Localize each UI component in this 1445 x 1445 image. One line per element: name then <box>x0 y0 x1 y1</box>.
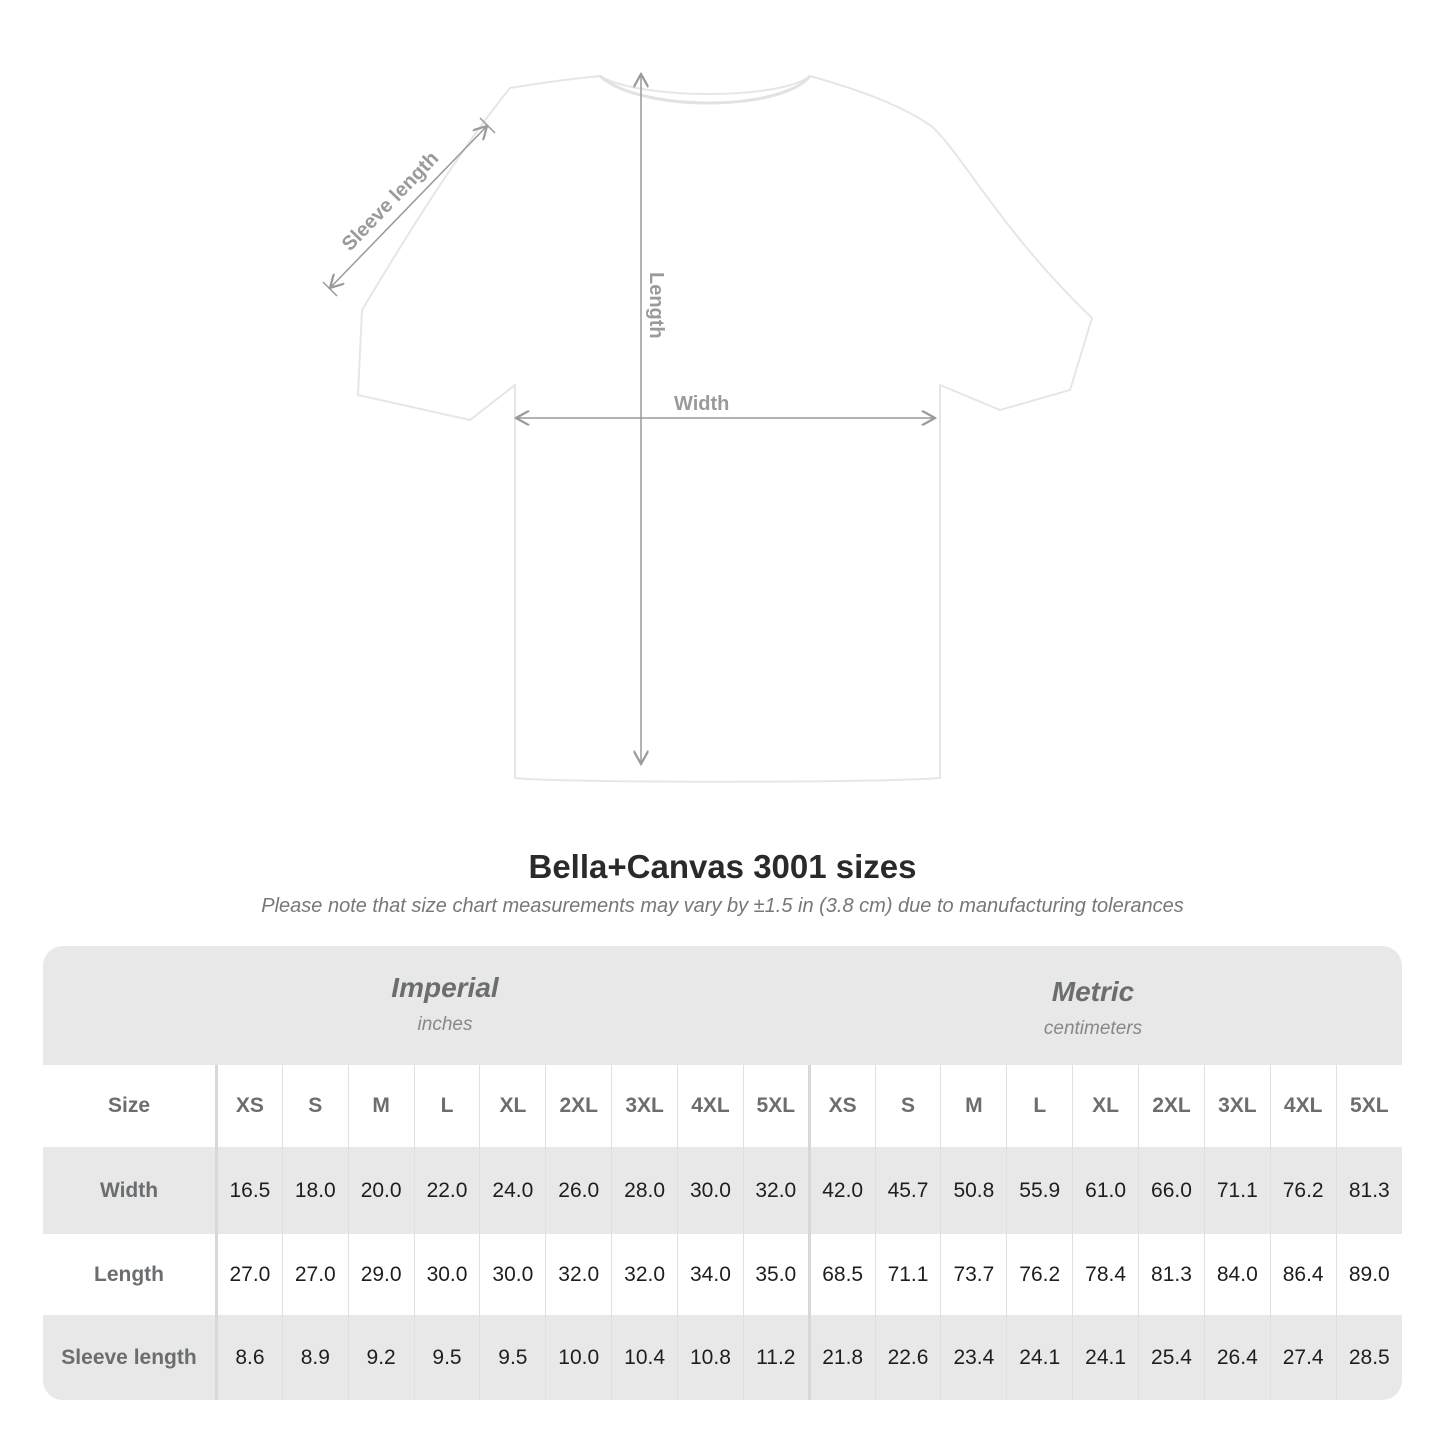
metric-value-cell: 23.4 <box>940 1315 1007 1400</box>
imperial-size-m: M <box>347 1065 415 1147</box>
metric-value-cell: 71.1 <box>874 1234 941 1315</box>
size-grid: Size XS S M L XL 2XL 3XL 4XL 5XL XS S M L XL 2XL 3XL 4XL 5… <box>43 1065 1402 1400</box>
row-label: Sleeve length <box>43 1315 218 1400</box>
table-row-width: Width 16.5 18.0 20.0 22.0 24.0 26.0 28.0 30.0 32.… <box>43 1147 1402 1234</box>
imperial-value-cell: 8.6 <box>216 1315 283 1400</box>
metric-value-cell: 86.4 <box>1269 1234 1337 1315</box>
tshirt-diagram: Sleeve length Length Width <box>322 0 1094 783</box>
imperial-size-2xl: 2XL <box>545 1065 612 1147</box>
imperial-value-cell: 8.9 <box>281 1315 349 1400</box>
metric-size-m: M <box>940 1065 1007 1147</box>
imperial-size-xl: XL <box>479 1065 546 1147</box>
imperial-value-cell: 11.2 <box>742 1315 810 1400</box>
metric-size-5xl: 5XL <box>1335 1065 1402 1147</box>
metric-value-cell: 76.2 <box>1269 1147 1337 1234</box>
imperial-value-cell: 30.0 <box>677 1147 744 1234</box>
metric-value-cell: 28.5 <box>1335 1315 1402 1400</box>
metric-value-cell: 22.6 <box>874 1315 941 1400</box>
metric-value-cell: 42.0 <box>807 1147 876 1234</box>
imperial-value-cell: 32.0 <box>545 1234 612 1315</box>
metric-value-cell: 27.4 <box>1269 1315 1337 1400</box>
imperial-value-cell: 27.0 <box>281 1234 349 1315</box>
metric-size-s: S <box>874 1065 941 1147</box>
imperial-value-cell: 35.0 <box>742 1234 810 1315</box>
metric-value-cell: 26.4 <box>1203 1315 1271 1400</box>
table-row-sleeve-length: Sleeve length 8.6 8.9 9.2 9.5 9.5 10.0 10.4 10.8… <box>43 1315 1402 1400</box>
imperial-unit: inches <box>417 1014 473 1035</box>
imperial-title: Imperial <box>391 972 499 1003</box>
imperial-value-cell: 27.0 <box>216 1234 283 1315</box>
metric-value-cell: 84.0 <box>1203 1234 1271 1315</box>
imperial-value-cell: 9.2 <box>347 1315 415 1400</box>
metric-size-l: L <box>1006 1065 1073 1147</box>
sleeve-length-line <box>330 126 487 288</box>
row-label: Length <box>43 1234 218 1315</box>
imperial-value-cell: 32.0 <box>611 1234 678 1315</box>
imperial-value-cell: 24.0 <box>479 1147 546 1234</box>
metric-title: Metric <box>1051 976 1135 1007</box>
imperial-value-cell: 18.0 <box>281 1147 349 1234</box>
metric-value-cell: 73.7 <box>940 1234 1007 1315</box>
imperial-value-cell: 30.0 <box>413 1234 480 1315</box>
imperial-size-s: S <box>281 1065 349 1147</box>
metric-value-cell: 21.8 <box>807 1315 876 1400</box>
tolerance-note: Please note that size chart measurements… <box>261 895 1184 917</box>
metric-value-cell: 55.9 <box>1006 1147 1073 1234</box>
imperial-value-cell: 28.0 <box>611 1147 678 1234</box>
imperial-value-cell: 10.4 <box>611 1315 678 1400</box>
metric-size-xs: XS <box>807 1065 876 1147</box>
metric-value-cell: 89.0 <box>1335 1234 1402 1315</box>
row-label: Size <box>43 1065 218 1147</box>
imperial-size-3xl: 3XL <box>611 1065 678 1147</box>
length-label: Length <box>645 272 667 339</box>
metric-value-cell: 66.0 <box>1138 1147 1205 1234</box>
imperial-value-cell: 10.8 <box>677 1315 744 1400</box>
metric-header: Metric centimeters <box>863 946 1323 1093</box>
metric-value-cell: 68.5 <box>807 1234 876 1315</box>
metric-value-cell: 50.8 <box>940 1147 1007 1234</box>
imperial-value-cell: 29.0 <box>347 1234 415 1315</box>
imperial-size-5xl: 5XL <box>742 1065 810 1147</box>
imperial-value-cell: 9.5 <box>479 1315 546 1400</box>
metric-size-4xl: 4XL <box>1269 1065 1337 1147</box>
table-row-length: Length 27.0 27.0 29.0 30.0 30.0 32.0 32.0 34.0 35… <box>43 1234 1402 1315</box>
imperial-value-cell: 9.5 <box>413 1315 480 1400</box>
metric-value-cell: 78.4 <box>1072 1234 1139 1315</box>
imperial-value-cell: 10.0 <box>545 1315 612 1400</box>
imperial-value-cell: 22.0 <box>413 1147 480 1234</box>
imperial-value-cell: 32.0 <box>742 1147 810 1234</box>
metric-value-cell: 45.7 <box>874 1147 941 1234</box>
metric-value-cell: 71.1 <box>1203 1147 1271 1234</box>
imperial-value-cell: 34.0 <box>677 1234 744 1315</box>
metric-value-cell: 76.2 <box>1006 1234 1073 1315</box>
metric-value-cell: 25.4 <box>1138 1315 1205 1400</box>
metric-size-xl: XL <box>1072 1065 1139 1147</box>
imperial-size-xs: XS <box>216 1065 283 1147</box>
page-title: Bella+Canvas 3001 sizes <box>528 848 917 885</box>
metric-value-cell: 81.3 <box>1138 1234 1205 1315</box>
metric-value-cell: 61.0 <box>1072 1147 1139 1234</box>
imperial-size-4xl: 4XL <box>677 1065 744 1147</box>
imperial-value-cell: 16.5 <box>216 1147 283 1234</box>
metric-value-cell: 24.1 <box>1072 1315 1139 1400</box>
imperial-header: Imperial inches <box>215 946 675 1089</box>
imperial-value-cell: 26.0 <box>545 1147 612 1234</box>
metric-value-cell: 24.1 <box>1006 1315 1073 1400</box>
metric-unit: centimeters <box>1043 1018 1143 1039</box>
size-table: Imperial inches Metric centimeters Size X… <box>43 946 1402 1400</box>
row-label: Width <box>43 1147 218 1234</box>
tshirt-shape <box>356 74 1094 783</box>
metric-value-cell: 81.3 <box>1335 1147 1402 1234</box>
imperial-value-cell: 30.0 <box>479 1234 546 1315</box>
metric-size-3xl: 3XL <box>1203 1065 1271 1147</box>
imperial-value-cell: 20.0 <box>347 1147 415 1234</box>
size-header-row: Size XS S M L XL 2XL 3XL 4XL 5XL XS S M L XL 2XL 3XL 4XL 5… <box>43 1065 1402 1147</box>
imperial-size-l: L <box>413 1065 480 1147</box>
metric-size-2xl: 2XL <box>1138 1065 1205 1147</box>
width-label: Width <box>674 393 729 415</box>
